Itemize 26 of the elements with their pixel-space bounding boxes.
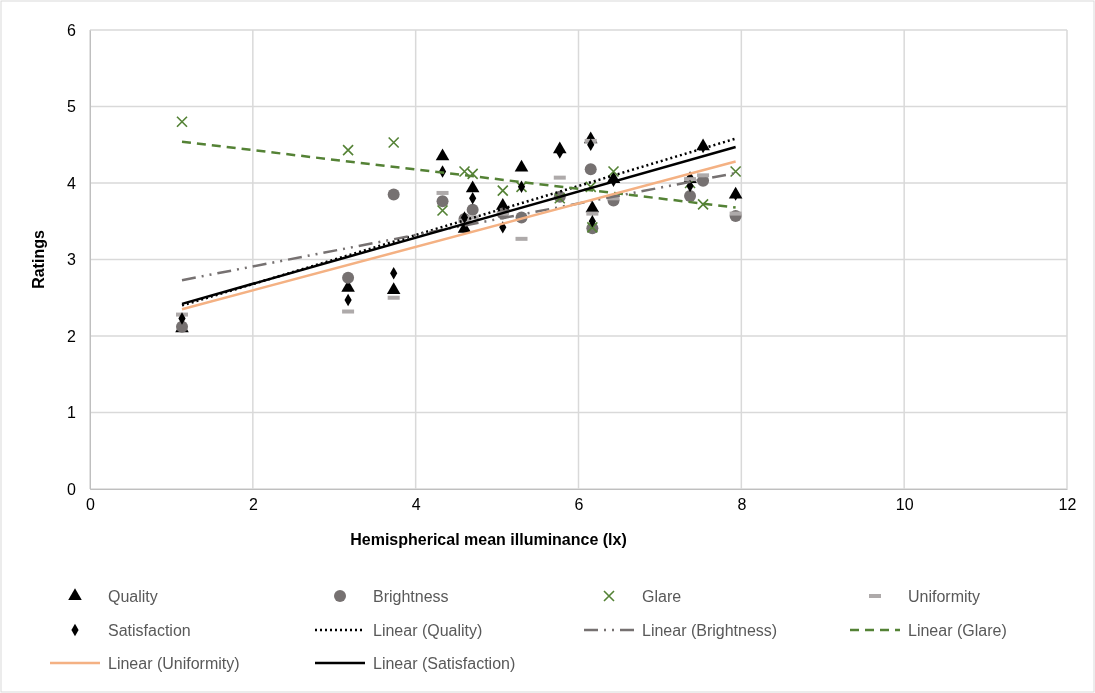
x-tick-label: 12 (1058, 496, 1077, 514)
x-tick-label: 6 (574, 496, 584, 514)
legend-label: Linear (Satisfaction) (373, 655, 516, 672)
y-tick-label: 2 (67, 327, 77, 345)
legend-label: Linear (Brightness) (642, 622, 778, 639)
x-tick-label: 10 (895, 496, 914, 514)
x-tick-label: 8 (737, 496, 747, 514)
x-tick-label: 4 (411, 496, 421, 514)
y-tick-label: 1 (67, 404, 77, 422)
legend-label: Linear (Quality) (373, 622, 483, 639)
y-tick-label: 5 (67, 98, 77, 116)
legend-label: Uniformity (908, 588, 981, 605)
y-tick-label: 4 (67, 174, 77, 192)
y-tick-label: 0 (67, 480, 77, 498)
legend-label: Quality (108, 588, 158, 605)
legend-label: Glare (642, 588, 682, 605)
legend-label: Brightness (373, 588, 449, 605)
x-tick-label: 2 (248, 496, 258, 514)
y-axis-title: Ratings (30, 230, 47, 289)
y-tick-label: 6 (67, 21, 77, 39)
legend-label: Linear (Uniformity) (108, 655, 240, 672)
x-tick-label: 0 (86, 496, 96, 514)
x-axis-title: Hemispherical mean illuminance (lx) (350, 531, 627, 548)
y-tick-label: 3 (67, 251, 77, 269)
legend-label: Linear (Glare) (908, 622, 1007, 639)
legend-label: Satisfaction (108, 622, 191, 639)
